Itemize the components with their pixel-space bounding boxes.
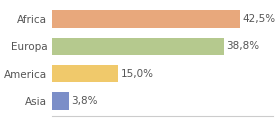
Text: 38,8%: 38,8% [226,41,259,51]
Text: 3,8%: 3,8% [71,96,98,106]
Bar [52,92,69,110]
Bar [52,38,224,55]
Bar [52,65,118,82]
Text: 42,5%: 42,5% [242,14,275,24]
Text: 15,0%: 15,0% [121,69,154,79]
Bar [52,10,240,28]
